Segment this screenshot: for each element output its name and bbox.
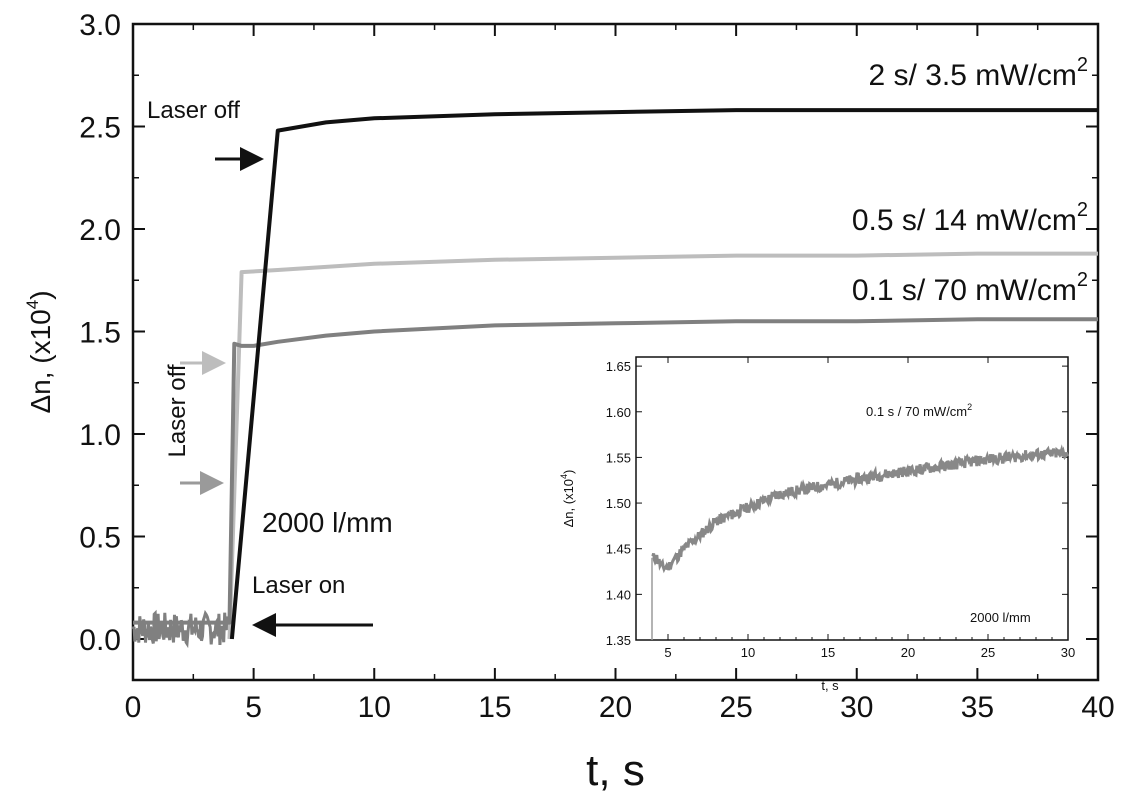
inset-y-tick-label: 1.40 — [606, 587, 631, 602]
series-label-2: 0.1 s/ 70 mW/cm2 — [852, 269, 1088, 307]
inset-x-tick-label: 15 — [821, 645, 835, 660]
inset-y-axis-title: Δn, (x104) — [559, 470, 576, 528]
inset-x-tick-label: 25 — [981, 645, 995, 660]
annotation-grating: 2000 l/mm — [262, 507, 393, 538]
inset-y-tick-label: 1.65 — [606, 359, 631, 374]
annotation-laser-off-top: Laser off — [147, 97, 240, 124]
x-tick-label: 15 — [478, 691, 511, 724]
inset-series-line — [651, 444, 1069, 574]
y-axis-title: Δn, (x104) — [23, 290, 56, 413]
inset-y-tick-label: 1.35 — [606, 633, 631, 648]
inset-y-tick-label: 1.45 — [606, 542, 631, 557]
x-tick-label: 30 — [840, 691, 873, 724]
series-line-0 — [229, 108, 1098, 640]
x-tick-label: 40 — [1081, 691, 1114, 724]
y-tick-label: 0.0 — [79, 624, 121, 657]
series-line-1 — [227, 251, 1098, 640]
series-label-1: 0.5 s/ 14 mW/cm2 — [852, 199, 1088, 237]
x-axis-title: t, s — [586, 746, 645, 793]
baseline-noise-line — [131, 609, 230, 649]
inset-y-tick-label: 1.60 — [606, 405, 631, 420]
inset-series-label: 0.1 s / 70 mW/cm2 — [866, 402, 972, 419]
series-line-2 — [133, 317, 1098, 625]
y-tick-label: 2.0 — [79, 214, 121, 247]
inset-annotation-grating: 2000 l/mm — [970, 610, 1031, 625]
inset-x-tick-label: 20 — [901, 645, 915, 660]
x-tick-label: 25 — [719, 691, 752, 724]
y-tick-label: 2.5 — [79, 112, 121, 145]
inset-x-tick-label: 30 — [1061, 645, 1075, 660]
series-label-0: 2 s/ 3.5 mW/cm2 — [869, 54, 1088, 92]
y-tick-label: 1.0 — [79, 419, 121, 452]
annotation-laser-on: Laser on — [252, 572, 345, 599]
inset-plot-frame — [635, 356, 1069, 641]
y-tick-label: 0.5 — [79, 522, 121, 555]
x-tick-label: 35 — [961, 691, 994, 724]
x-tick-label: 0 — [125, 691, 142, 724]
annotation-laser-off-left: Laser off — [164, 364, 191, 457]
inset-x-tick-label: 5 — [664, 645, 671, 660]
inset-x-axis-title: t, s — [821, 678, 839, 693]
inset-y-tick-label: 1.50 — [606, 496, 631, 511]
inset-x-tick-label: 10 — [741, 645, 755, 660]
x-tick-label: 10 — [358, 691, 391, 724]
inset-y-tick-label: 1.55 — [606, 450, 631, 465]
y-tick-label: 3.0 — [79, 9, 121, 42]
y-tick-label: 1.5 — [79, 317, 121, 350]
x-tick-label: 5 — [245, 691, 262, 724]
x-tick-label: 20 — [599, 691, 632, 724]
